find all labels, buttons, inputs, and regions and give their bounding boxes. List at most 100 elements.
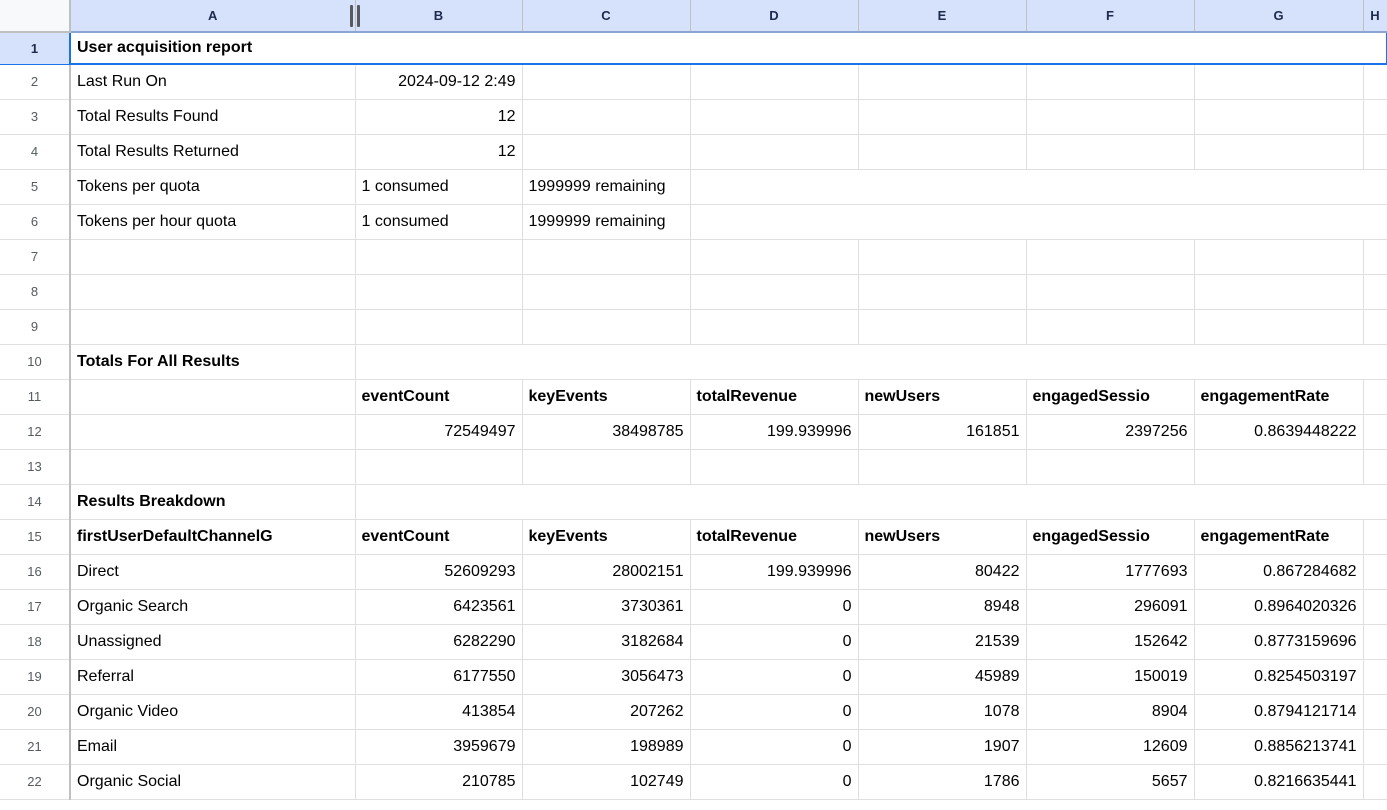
cell-F5[interactable] <box>1026 169 1194 205</box>
cell-E13[interactable] <box>858 449 1027 485</box>
cell-B3[interactable]: 12 <box>355 99 523 135</box>
cell-A15[interactable]: firstUserDefaultChannelG <box>70 519 356 555</box>
cell-A7[interactable] <box>70 239 356 275</box>
cell-G11[interactable]: engagementRate <box>1194 379 1364 415</box>
column-header-f[interactable]: F <box>1026 0 1195 33</box>
cell-C14[interactable] <box>522 484 690 520</box>
cell-B10[interactable] <box>355 344 522 380</box>
row-header-19[interactable]: 19 <box>0 659 71 695</box>
cell-D1[interactable] <box>690 31 858 65</box>
select-all-corner[interactable] <box>0 0 71 33</box>
cell-E9[interactable] <box>858 309 1027 345</box>
column-header-g[interactable]: G <box>1194 0 1364 33</box>
cell-H15[interactable] <box>1363 519 1387 555</box>
cell-C16[interactable]: 28002151 <box>522 554 691 590</box>
cell-F21[interactable]: 12609 <box>1026 729 1195 765</box>
cell-E12[interactable]: 161851 <box>858 414 1027 450</box>
cell-D5[interactable] <box>690 169 858 205</box>
cell-F22[interactable]: 5657 <box>1026 764 1195 800</box>
cell-H2[interactable] <box>1363 64 1387 100</box>
cell-C4[interactable] <box>522 134 691 170</box>
cell-H19[interactable] <box>1363 659 1387 695</box>
row-header-4[interactable]: 4 <box>0 134 71 170</box>
cell-H16[interactable] <box>1363 554 1387 590</box>
cell-D18[interactable]: 0 <box>690 624 859 660</box>
cell-F16[interactable]: 1777693 <box>1026 554 1195 590</box>
cell-C9[interactable] <box>522 309 691 345</box>
cell-C2[interactable] <box>522 64 691 100</box>
row-header-15[interactable]: 15 <box>0 519 71 555</box>
cell-E3[interactable] <box>858 99 1027 135</box>
cell-F7[interactable] <box>1026 239 1195 275</box>
cell-B22[interactable]: 210785 <box>355 764 523 800</box>
cell-G20[interactable]: 0.8794121714 <box>1194 694 1364 730</box>
cell-D19[interactable]: 0 <box>690 659 859 695</box>
cell-A10[interactable]: Totals For All Results <box>70 344 356 380</box>
cell-D12[interactable]: 199.939996 <box>690 414 859 450</box>
cell-B12[interactable]: 72549497 <box>355 414 523 450</box>
cell-E2[interactable] <box>858 64 1027 100</box>
cell-A4[interactable]: Total Results Returned <box>70 134 356 170</box>
cell-G1[interactable] <box>1194 31 1363 65</box>
cell-G8[interactable] <box>1194 274 1364 310</box>
row-header-11[interactable]: 11 <box>0 379 71 415</box>
cell-A21[interactable]: Email <box>70 729 356 765</box>
cell-C21[interactable]: 198989 <box>522 729 691 765</box>
cell-G9[interactable] <box>1194 309 1364 345</box>
cell-B17[interactable]: 6423561 <box>355 589 523 625</box>
cell-B18[interactable]: 6282290 <box>355 624 523 660</box>
cell-E8[interactable] <box>858 274 1027 310</box>
cell-C19[interactable]: 3056473 <box>522 659 691 695</box>
cell-C8[interactable] <box>522 274 691 310</box>
cell-D9[interactable] <box>690 309 859 345</box>
row-header-8[interactable]: 8 <box>0 274 71 310</box>
cell-G3[interactable] <box>1194 99 1364 135</box>
cell-G4[interactable] <box>1194 134 1364 170</box>
cell-D2[interactable] <box>690 64 859 100</box>
cell-H6[interactable] <box>1363 204 1387 240</box>
row-header-6[interactable]: 6 <box>0 204 71 240</box>
cell-D7[interactable] <box>690 239 859 275</box>
cell-H17[interactable] <box>1363 589 1387 625</box>
row-header-20[interactable]: 20 <box>0 694 71 730</box>
cell-H18[interactable] <box>1363 624 1387 660</box>
cell-G12[interactable]: 0.8639448222 <box>1194 414 1364 450</box>
cell-E21[interactable]: 1907 <box>858 729 1027 765</box>
cell-F12[interactable]: 2397256 <box>1026 414 1195 450</box>
cell-D14[interactable] <box>690 484 858 520</box>
cell-H8[interactable] <box>1363 274 1387 310</box>
cell-E15[interactable]: newUsers <box>858 519 1027 555</box>
row-header-12[interactable]: 12 <box>0 414 71 450</box>
cell-B16[interactable]: 52609293 <box>355 554 523 590</box>
cell-E4[interactable] <box>858 134 1027 170</box>
cell-E16[interactable]: 80422 <box>858 554 1027 590</box>
cell-A6[interactable]: Tokens per hour quota <box>70 204 356 240</box>
cell-A12[interactable] <box>70 414 356 450</box>
cell-F2[interactable] <box>1026 64 1195 100</box>
cell-A14[interactable]: Results Breakdown <box>70 484 356 520</box>
cell-D3[interactable] <box>690 99 859 135</box>
cell-F18[interactable]: 152642 <box>1026 624 1195 660</box>
cell-H13[interactable] <box>1363 449 1387 485</box>
row-header-18[interactable]: 18 <box>0 624 71 660</box>
cell-H22[interactable] <box>1363 764 1387 800</box>
cell-A18[interactable]: Unassigned <box>70 624 356 660</box>
column-header-e[interactable]: E <box>858 0 1027 33</box>
cell-H20[interactable] <box>1363 694 1387 730</box>
cell-B7[interactable] <box>355 239 523 275</box>
cell-B14[interactable] <box>355 484 522 520</box>
cell-D22[interactable]: 0 <box>690 764 859 800</box>
cell-G21[interactable]: 0.8856213741 <box>1194 729 1364 765</box>
column-resize-grip-icon[interactable] <box>349 5 360 27</box>
cell-F3[interactable] <box>1026 99 1195 135</box>
cell-B19[interactable]: 6177550 <box>355 659 523 695</box>
column-header-d[interactable]: D <box>690 0 859 33</box>
cell-H4[interactable] <box>1363 134 1387 170</box>
cell-E5[interactable] <box>858 169 1026 205</box>
cell-B9[interactable] <box>355 309 523 345</box>
cell-H11[interactable] <box>1363 379 1387 415</box>
cell-H3[interactable] <box>1363 99 1387 135</box>
cell-F1[interactable] <box>1026 31 1194 65</box>
cell-D10[interactable] <box>690 344 858 380</box>
cell-A19[interactable]: Referral <box>70 659 356 695</box>
